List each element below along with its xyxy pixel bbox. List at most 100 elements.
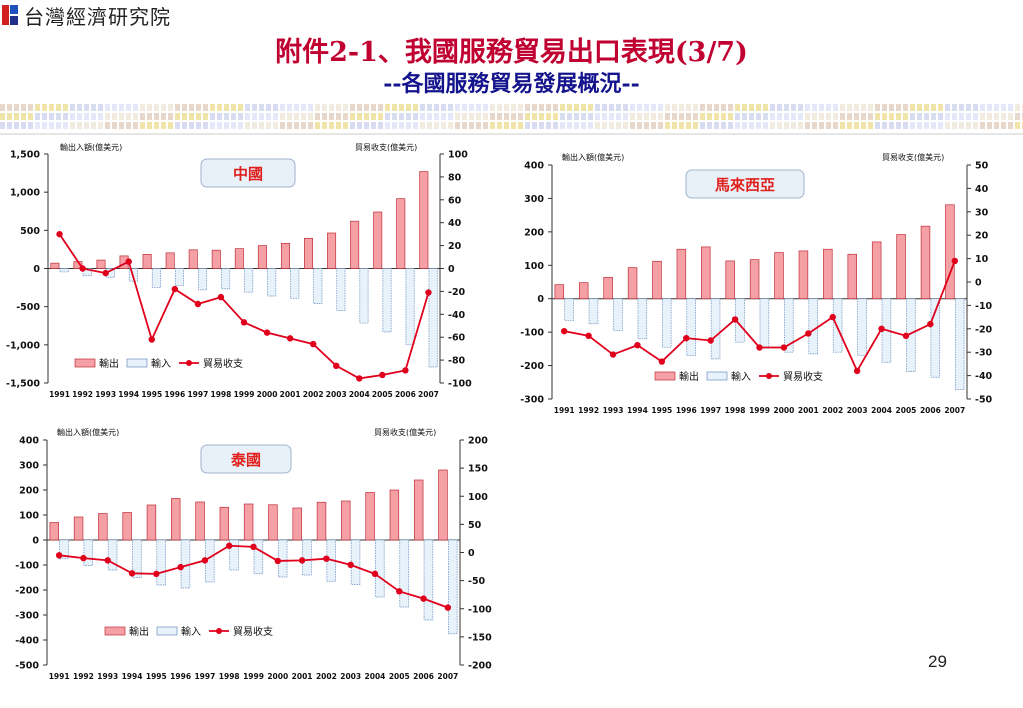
banner-square [721,122,726,129]
export-bar [774,252,784,300]
banner-square [483,104,488,111]
banner-square [847,113,852,120]
banner-square [357,104,362,111]
banner-square [518,122,523,129]
right-tick-label: 0 [468,548,475,559]
banner-square [434,113,439,120]
import-bar [564,298,574,321]
right-axis-title: 貿易收支(億美元) [355,142,417,152]
banner-square [770,113,775,120]
banner-square [462,113,467,120]
banner-square [196,122,201,129]
banner-square [259,113,264,120]
banner-square [490,104,495,111]
x-tick-label: 1991 [49,672,70,681]
right-axis-title: 貿易收支(億美元) [374,427,436,437]
chart-china-svg: 輸出入額(億美元) 貿易收支(億美元) 1,500 1,000 500 0 -500 -1,0… [6,142,472,399]
left-tick-label: -300 [15,611,39,622]
banner-square [462,104,467,111]
banner-square [616,113,621,120]
banner-square [511,104,516,111]
balance-point [333,362,340,370]
banner-square [931,113,936,120]
banner-square [392,104,397,111]
banner-square [854,113,859,120]
country-label: 泰國 [200,444,292,474]
chart-malaysia: 輸出入額(億美元) 貿易收支(億美元) 400 300 200 100 0 -100 -200-… [505,148,1020,420]
banner-square [378,122,383,129]
banner-square [756,122,761,129]
banner-square [133,113,138,120]
banner-square [987,113,992,120]
right-tick-label: 60 [448,195,462,206]
right-tick-label: 200 [468,436,488,447]
banner-square [868,122,873,129]
balance-point [585,332,592,340]
banner-square [560,122,565,129]
banner-square [784,113,789,120]
banner-square [651,104,656,111]
balance-point [263,329,271,336]
x-tick-label: 1993 [97,672,118,681]
banner-square [882,104,887,111]
x-tick-label: 2002 [303,390,324,399]
banner-square [623,122,628,129]
x-tick-label: 2004 [349,390,370,399]
banner-square [707,113,712,120]
export-bar [257,245,267,269]
banner-square [322,113,327,120]
x-tick-label: 1992 [578,406,599,415]
banner-square [546,122,551,129]
banner-square [609,104,614,111]
banner-square [777,113,782,120]
banner-square [252,113,257,120]
x-tick-label: 2000 [267,672,288,681]
balance-point [80,554,87,562]
export-bar [268,504,278,541]
right-tick-label: 20 [448,241,462,252]
import-bar [313,268,323,304]
legend-import-swatch [156,626,178,636]
banner-square [1001,113,1006,120]
banner-square [812,104,817,111]
banner-square [224,104,229,111]
import-bar [267,268,277,297]
banner-square [511,122,516,129]
legend-import-swatch [706,371,728,381]
right-tick-label: -100 [448,379,472,390]
banner-square [861,113,866,120]
balance-point [56,230,63,238]
legend-export-swatch [104,626,126,636]
banner-square [651,122,656,129]
banner-square [35,122,40,129]
legend-import-label: 輸入 [731,370,751,383]
banner-square [98,104,103,111]
export-bar [413,479,424,541]
banner-square [560,104,565,111]
banner-square [700,122,705,129]
banner-square [371,122,376,129]
banner-square [686,104,691,111]
banner-square [910,113,915,120]
x-tick-label: 2001 [280,390,301,399]
banner-square [518,113,523,120]
export-bar [365,492,375,541]
left-tick-label: -400 [15,636,39,647]
export-bar [195,501,205,541]
banner-square [980,104,985,111]
banner-square [371,104,376,111]
balance-point [853,367,861,375]
banner-square [826,122,831,129]
left-tick-label: 200 [524,227,544,238]
banner-square [259,104,264,111]
banner-square [539,122,544,129]
banner-square [427,122,432,129]
export-bar [676,248,687,300]
banner-square [658,122,663,129]
banner-square [658,104,663,111]
balance-point [323,555,330,562]
banner-square [126,122,131,129]
banner-square [1015,122,1020,129]
import-bar [221,268,231,290]
banner-square [952,113,957,120]
